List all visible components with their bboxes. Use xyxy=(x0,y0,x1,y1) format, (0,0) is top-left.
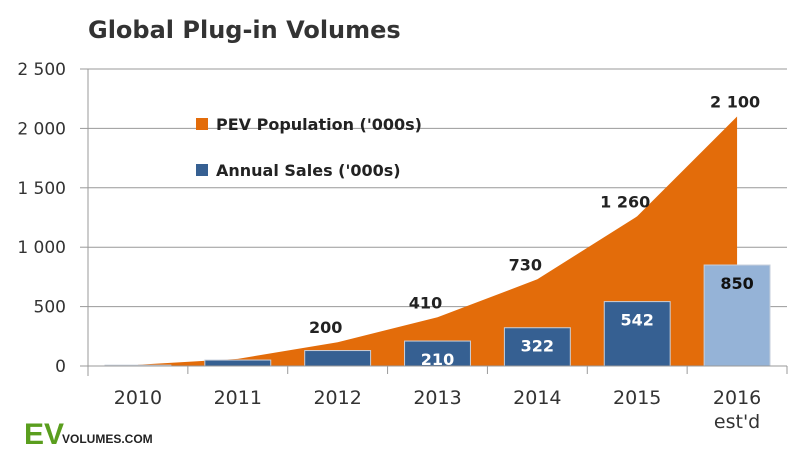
x-tick-label: 2014 xyxy=(513,387,561,409)
x-tick-label: 2016 xyxy=(713,387,761,409)
sales-label: 210 xyxy=(421,350,454,369)
logo-ev: EV xyxy=(24,418,64,451)
x-tick-label: 2010 xyxy=(114,387,162,409)
population-label: 1 260 xyxy=(600,192,650,211)
x-tick-label: 2012 xyxy=(313,387,361,409)
y-tick-label: 1 500 xyxy=(17,179,66,199)
population-label: 730 xyxy=(509,255,542,274)
y-tick-label: 2 000 xyxy=(17,119,66,139)
legend-label-population: PEV Population ('000s) xyxy=(216,115,422,134)
population-label: 2 100 xyxy=(710,93,760,112)
sales-bar-2016 xyxy=(703,264,771,367)
x-tick-label: 2013 xyxy=(413,387,461,409)
population-area xyxy=(137,116,738,367)
sales-bar-2012 xyxy=(304,350,372,367)
legend-swatch-population xyxy=(196,118,208,130)
y-tick-label: 0 xyxy=(55,357,66,377)
sales-label: 322 xyxy=(521,337,554,356)
legend-label-sales: Annual Sales ('000s) xyxy=(216,161,401,180)
legend-swatch-sales xyxy=(196,164,208,176)
y-tick-label: 1 000 xyxy=(17,238,66,258)
y-tick-label: 500 xyxy=(34,298,66,318)
sales-bar-2011 xyxy=(204,359,272,367)
sales-bar-2015 xyxy=(603,301,671,367)
x-tick-sublabel: est'd xyxy=(714,411,760,433)
population-label: 410 xyxy=(409,293,442,312)
sales-label: 542 xyxy=(621,311,654,330)
sales-bar-2014 xyxy=(503,327,571,367)
x-tick-label: 2011 xyxy=(214,387,262,409)
logo-text: VOLUMES.COM xyxy=(62,432,153,446)
y-tick-label: 2 500 xyxy=(17,60,66,80)
x-tick-label: 2015 xyxy=(613,387,661,409)
population-label: 200 xyxy=(309,318,342,337)
chart-title: Global Plug-in Volumes xyxy=(88,16,401,44)
evvolumes-logo: EV VOLUMES.COM xyxy=(24,418,153,451)
sales-label: 850 xyxy=(720,274,753,293)
